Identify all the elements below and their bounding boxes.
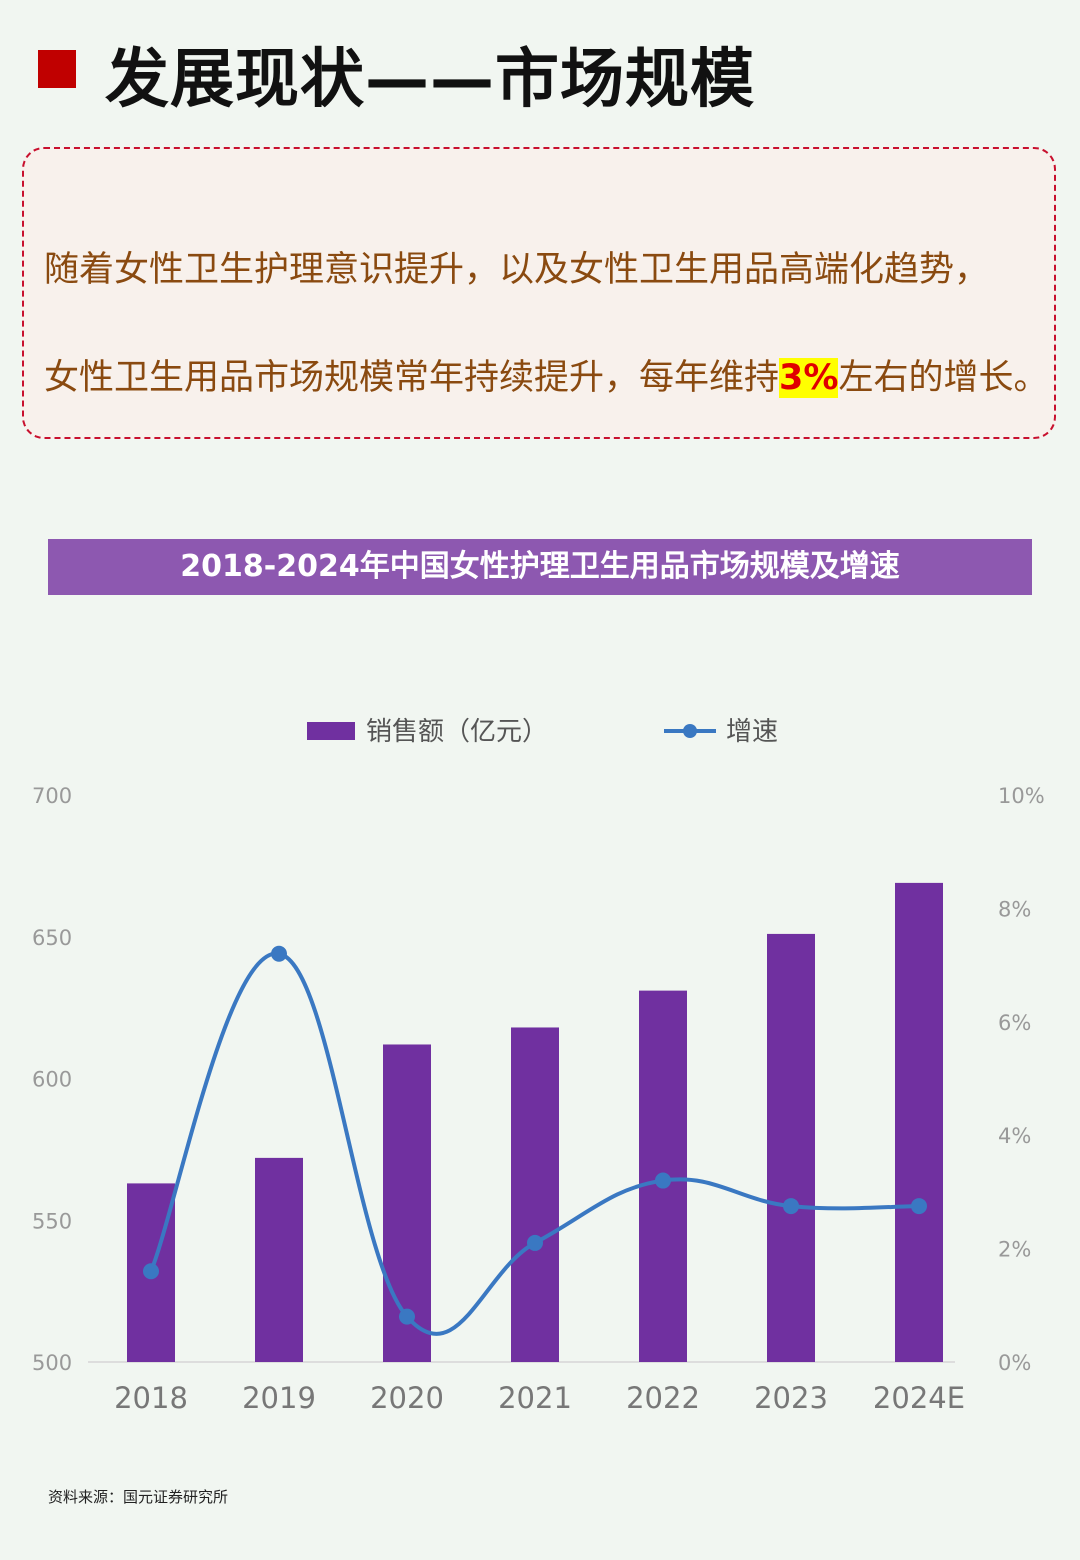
left-tick-label: 600 — [32, 1068, 72, 1092]
growth-point — [271, 945, 287, 962]
right-tick-label: 6% — [998, 1011, 1031, 1035]
bar — [767, 933, 815, 1362]
chart: 销售额（亿元） 增速 700 650 600 550 500 10% 8% 6% 4% 2% 0% 201… — [32, 717, 1045, 1415]
x-tick-label: 2020 — [370, 1381, 444, 1415]
x-tick-label: 2023 — [754, 1381, 828, 1415]
source-note: 资料来源：国元证券研究所 — [48, 1488, 229, 1506]
left-tick-label: 700 — [32, 784, 72, 808]
growth-point — [911, 1198, 927, 1215]
growth-point — [399, 1308, 415, 1325]
summary-line-1: 随着女性卫生护理意识提升，以及女性卫生用品高端化趋势， — [44, 250, 990, 290]
right-tick-label: 8% — [998, 897, 1031, 921]
summary-text: 女性卫生用品市场规模常年持续提升，每年维持 — [44, 358, 780, 398]
right-tick-label: 4% — [998, 1124, 1031, 1148]
bar — [255, 1157, 303, 1362]
page-title: 发展现状——市场规模 — [105, 43, 755, 117]
x-tick-label: 2019 — [242, 1381, 316, 1415]
chart-title: 2018-2024年中国女性护理卫生用品市场规模及增速 — [48, 539, 1032, 595]
x-tick-label: 2018 — [114, 1381, 188, 1415]
legend-line-marker — [683, 724, 697, 738]
right-tick-label: 10% — [998, 784, 1045, 808]
growth-point — [527, 1234, 543, 1251]
x-tick-label: 2024E — [873, 1381, 965, 1415]
left-tick-label: 650 — [32, 926, 72, 950]
right-tick-label: 0% — [998, 1351, 1031, 1375]
bar — [511, 1027, 559, 1362]
x-tick-label: 2021 — [498, 1381, 572, 1415]
growth-point — [655, 1172, 671, 1189]
left-tick-label: 550 — [32, 1209, 72, 1233]
left-tick-label: 500 — [32, 1351, 72, 1375]
legend-bar-swatch — [307, 722, 355, 740]
legend-line-label: 增速 — [726, 717, 778, 747]
growth-line — [149, 951, 920, 1336]
summary-box: 随着女性卫生护理意识提升，以及女性卫生用品高端化趋势， 女性卫生用品市场规模常年… — [22, 147, 1056, 439]
growth-point — [143, 1263, 159, 1280]
title-marker — [38, 50, 76, 88]
growth-highlight: 3% — [779, 358, 839, 398]
right-tick-label: 2% — [998, 1238, 1031, 1262]
bar — [895, 882, 943, 1362]
summary-line-2: 女性卫生用品市场规模常年持续提升，每年维持3%左右的增长。 — [44, 349, 1048, 400]
x-tick-label: 2022 — [626, 1381, 700, 1415]
legend-bar-label: 销售额（亿元） — [366, 717, 548, 747]
growth-point — [783, 1198, 799, 1215]
summary-text-end: 左右的增长。 — [838, 358, 1049, 398]
